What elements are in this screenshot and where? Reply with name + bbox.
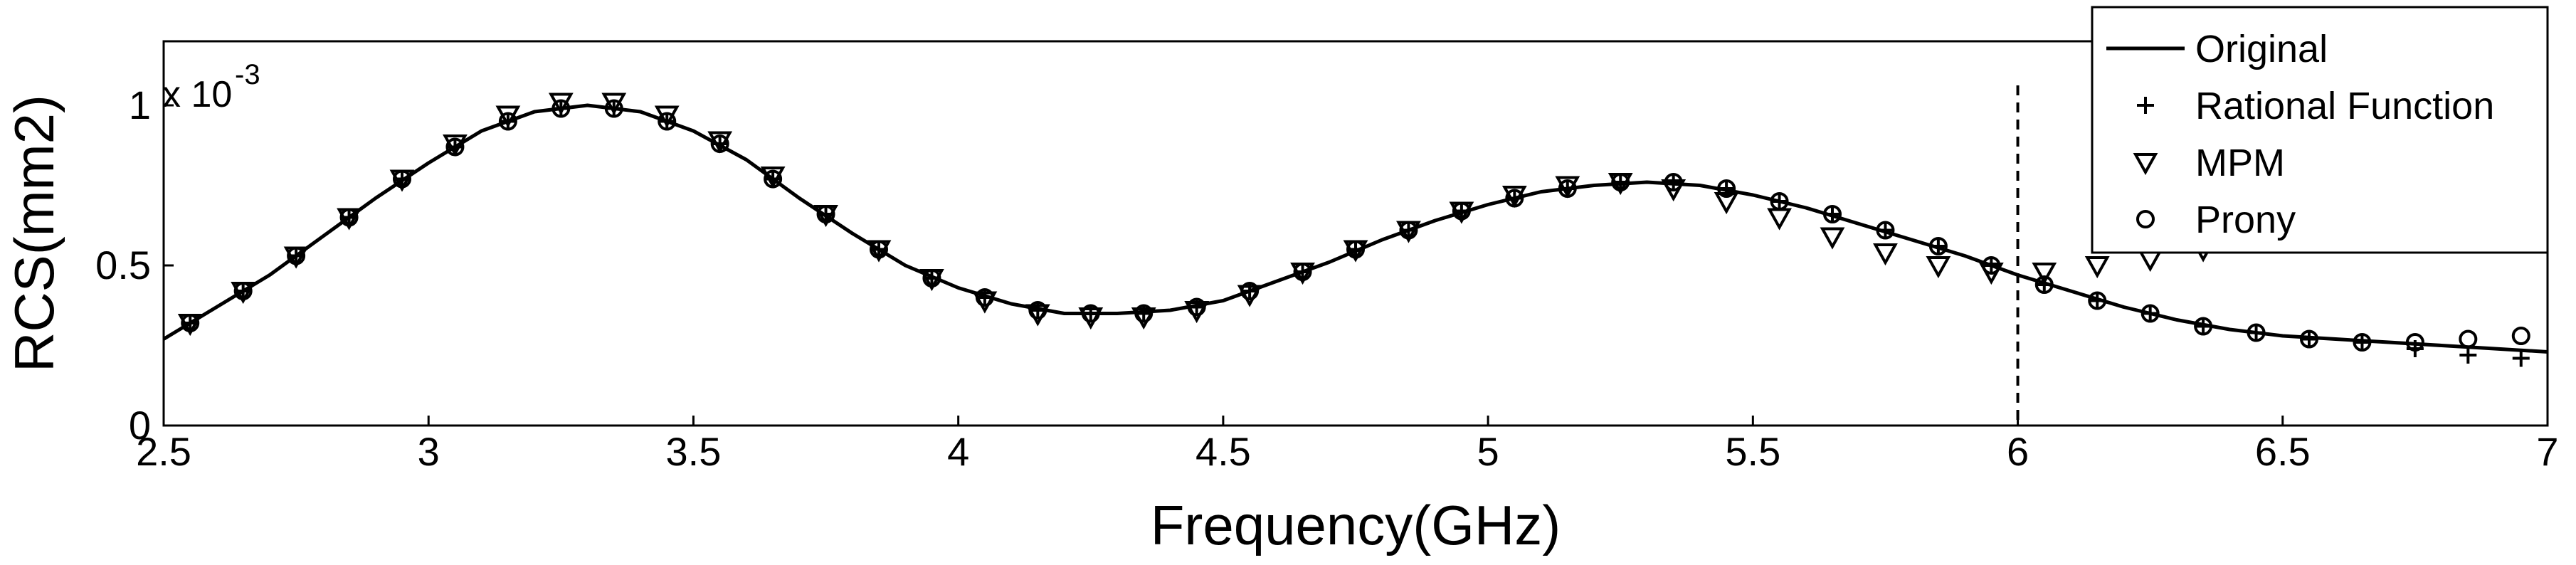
data-point-circle <box>2405 333 2424 352</box>
data-point-circle <box>922 269 941 287</box>
data-point-plus <box>2512 349 2530 367</box>
data-point-circle <box>287 246 306 265</box>
data-point-plus <box>1770 193 1788 210</box>
data-point-plus <box>2089 292 2106 310</box>
data-point-circle <box>2353 333 2372 352</box>
data-point-circle <box>658 112 677 131</box>
data-point-triangle-down <box>760 167 786 189</box>
legend-label: Rational Function <box>2195 85 2494 127</box>
data-point-circle <box>1876 221 1895 240</box>
x-tick-label: 7 <box>2536 429 2558 474</box>
y-tick-label: 0.5 <box>95 243 151 287</box>
x-tick-label: 3.5 <box>666 429 722 474</box>
data-point-circle <box>1293 263 1312 281</box>
data-point-circle <box>1081 304 1100 323</box>
x-tick-label: 6.5 <box>2255 429 2311 474</box>
data-point-circle <box>1558 179 1577 198</box>
data-point-plus <box>2459 347 2477 364</box>
legend-label: MPM <box>2195 142 2285 184</box>
data-point-circle <box>2140 304 2160 323</box>
legend-swatch-triangle-down <box>2133 153 2158 176</box>
legend-label: Original <box>2195 28 2328 70</box>
data-point-plus <box>2353 334 2371 351</box>
data-point-plus <box>2301 330 2318 348</box>
data-point-circle <box>764 169 783 189</box>
axes: 2.5 3 3.5 4 4.5 5 5.5 6 6.5 7 0 0.5 1 <box>95 83 2558 474</box>
data-point-circle <box>339 208 359 227</box>
data-point-triangle-down <box>2084 256 2110 279</box>
data-point-circle <box>870 240 888 259</box>
y-tick-label: 1 <box>129 83 151 127</box>
data-point-plus <box>2195 317 2212 335</box>
data-point-circle <box>233 282 253 300</box>
x-axis-title: Frequency(GHz) <box>1151 494 1561 556</box>
data-point-plus <box>2247 324 2265 342</box>
data-point-circle <box>1346 240 1365 259</box>
y-tick-label: 0 <box>129 403 151 448</box>
x-tick-label: 5.5 <box>1725 429 1780 474</box>
data-point-circle <box>1505 189 1524 208</box>
data-point-circle <box>2300 329 2318 349</box>
data-point-circle <box>2088 291 2107 310</box>
y-multiplier-exponent: -3 <box>235 59 260 90</box>
data-point-circle <box>393 169 411 189</box>
x-tick-label: 4 <box>947 429 969 474</box>
x-tick-label: 6 <box>2007 429 2029 474</box>
data-point-circle <box>1187 297 1206 317</box>
legend-swatch-circle <box>2136 210 2155 228</box>
data-point-circle <box>498 112 517 131</box>
data-point-circle <box>710 134 729 153</box>
x-tick-label: 4.5 <box>1195 429 1251 474</box>
data-point-triangle-down <box>2138 250 2163 273</box>
legend-swatch-plus <box>2137 97 2154 114</box>
data-point-circle <box>1399 221 1418 240</box>
data-point-circle <box>1611 173 1630 191</box>
data-point-triangle-down <box>443 134 468 157</box>
data-point-triangle-down <box>1926 256 1951 279</box>
data-point-circle <box>1928 237 1948 255</box>
legend-label: Prony <box>2195 199 2296 241</box>
data-point-plus <box>1929 238 1947 255</box>
data-point-circle <box>2459 329 2478 349</box>
data-point-triangle-down <box>1501 186 1527 208</box>
data-point-triangle-down <box>1555 176 1580 199</box>
data-point-triangle-down <box>707 131 733 154</box>
data-point-circle <box>1028 301 1047 320</box>
x-tick-label: 5 <box>1477 429 1499 474</box>
data-point-triangle-down <box>1767 208 1792 231</box>
data-point-circle <box>2247 323 2266 342</box>
data-point-plus <box>2141 305 2159 322</box>
data-point-circle <box>1664 173 1683 191</box>
x-tick-label: 3 <box>418 429 440 474</box>
data-point-circle <box>975 288 994 307</box>
data-point-circle <box>604 99 623 118</box>
data-point-circle <box>2511 327 2530 345</box>
data-point-circle <box>1823 205 1842 223</box>
data-point-plus <box>1876 221 1894 239</box>
data-point-circle <box>1452 201 1471 221</box>
data-point-circle <box>1240 282 1260 300</box>
data-point-triangle-down <box>1873 243 1898 266</box>
series-prony <box>181 99 2530 352</box>
data-point-circle <box>816 205 835 223</box>
data-point-triangle-down <box>1714 192 1739 215</box>
data-point-circle <box>445 137 465 157</box>
data-point-circle <box>1982 256 2001 275</box>
data-point-circle <box>551 99 571 118</box>
data-point-circle <box>1717 179 1736 198</box>
y-multiplier-base: x 10 <box>162 74 232 115</box>
data-point-triangle-down <box>1820 227 1845 250</box>
legend: Original Rational Function MPM Prony <box>2091 6 2549 254</box>
data-point-plus <box>1824 206 1841 223</box>
data-point-triangle-down <box>2032 263 2057 285</box>
series-layer <box>162 93 2548 367</box>
x-tick-label: 2.5 <box>136 429 191 474</box>
data-point-circle <box>2034 275 2054 294</box>
data-point-circle <box>181 314 200 332</box>
data-point-circle <box>2194 317 2213 336</box>
data-point-circle <box>1770 192 1789 211</box>
y-axis-title: RCS(mm2) <box>3 95 65 372</box>
data-point-circle <box>1134 304 1154 323</box>
